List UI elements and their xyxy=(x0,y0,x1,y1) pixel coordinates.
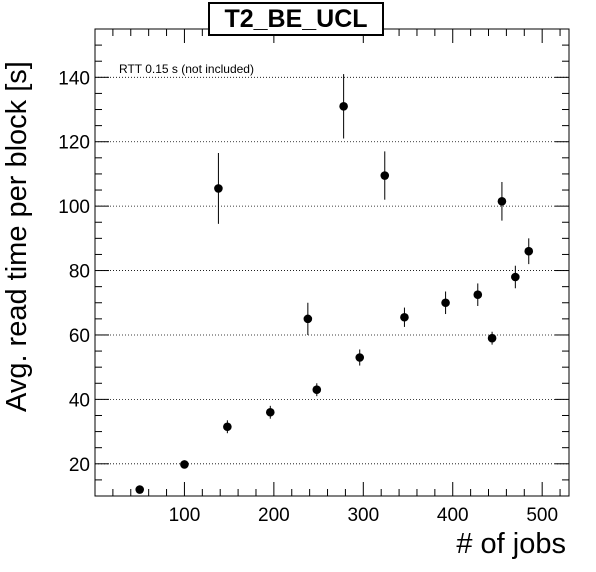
data-marker xyxy=(355,353,365,362)
x-tick-label: 500 xyxy=(526,505,558,526)
data-point xyxy=(497,181,507,221)
y-tick-label: 60 xyxy=(69,326,90,347)
data-point xyxy=(135,485,145,494)
chart-title: T2_BE_UCL xyxy=(208,2,384,36)
data-points xyxy=(135,74,534,494)
data-point xyxy=(265,405,275,419)
data-marker xyxy=(339,101,348,111)
data-point xyxy=(441,291,450,315)
y-tick-label: 80 xyxy=(69,262,90,283)
data-point xyxy=(524,238,534,265)
data-point xyxy=(339,74,348,139)
data-marker xyxy=(214,184,223,193)
x-tick-label: 300 xyxy=(347,505,379,526)
data-point xyxy=(511,265,520,289)
data-marker xyxy=(380,171,390,180)
x-axis-label: # of jobs xyxy=(456,528,566,560)
data-marker xyxy=(487,333,497,343)
data-point xyxy=(214,152,223,224)
data-point xyxy=(487,331,497,345)
y-tick-label: 20 xyxy=(69,455,90,476)
y-tick-label: 100 xyxy=(58,197,90,218)
data-marker xyxy=(180,460,189,469)
y-tick-label: 140 xyxy=(58,68,90,89)
data-marker xyxy=(497,197,507,206)
data-point xyxy=(180,460,189,469)
data-point xyxy=(380,151,390,200)
axis-ticks xyxy=(95,28,569,497)
data-marker xyxy=(135,485,145,494)
plot-frame xyxy=(94,28,570,497)
data-marker xyxy=(400,312,409,322)
x-tick-label: 100 xyxy=(169,505,201,526)
data-marker xyxy=(524,246,534,256)
data-point xyxy=(400,307,409,327)
y-gridlines xyxy=(95,76,569,465)
data-point xyxy=(473,283,483,306)
data-marker xyxy=(303,314,313,324)
data-marker xyxy=(511,272,520,282)
data-marker xyxy=(473,290,483,300)
y-tick-label: 120 xyxy=(58,133,90,154)
rtt-annotation: RTT 0.15 s (not included) xyxy=(119,62,254,76)
y-axis-label: Avg. read time per block [s] xyxy=(1,61,33,412)
data-point xyxy=(303,302,313,335)
data-point xyxy=(223,420,232,434)
y-tick-label: 40 xyxy=(69,390,90,411)
data-marker xyxy=(223,422,232,432)
x-tick-label: 400 xyxy=(437,505,469,526)
data-marker xyxy=(441,298,450,308)
data-marker xyxy=(312,385,322,395)
x-tick-label: 200 xyxy=(258,505,290,526)
tick-labels: 20 40 60 80 100 120 140 100 200 300 400 500 xyxy=(58,68,558,526)
data-point xyxy=(312,383,322,397)
data-marker xyxy=(265,407,275,417)
data-point xyxy=(355,349,365,366)
